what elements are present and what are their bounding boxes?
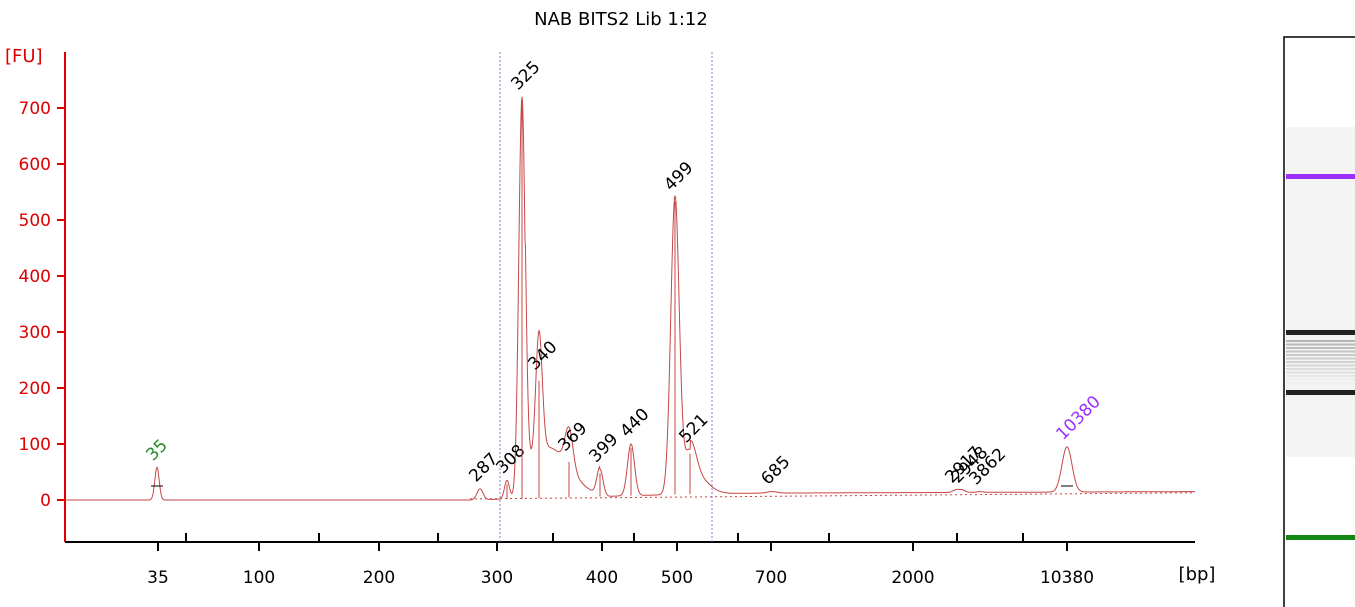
peak-label: 340	[524, 337, 561, 374]
y-tick-label: 700	[19, 99, 51, 119]
gel-smear	[1286, 357, 1355, 360]
gel-smear	[1286, 361, 1355, 363]
gel-smear	[1286, 375, 1355, 377]
gel-smear	[1286, 350, 1355, 353]
electropherogram-trace	[65, 96, 1195, 501]
peak-label: 521	[675, 410, 712, 447]
chart-title: NAB BITS2 Lib 1:12	[534, 9, 708, 30]
y-tick-label: 600	[19, 155, 51, 175]
peak-label: 685	[757, 452, 794, 489]
lower-marker-band	[1286, 535, 1355, 540]
peak-label: 10380	[1052, 392, 1104, 444]
y-tick-label: 400	[19, 267, 51, 287]
x-tick-label: 500	[661, 568, 693, 588]
peak-label: 35	[142, 436, 171, 465]
x-tick-label: 200	[363, 568, 395, 588]
gel-image	[1283, 36, 1355, 607]
y-tick-label: 300	[19, 323, 51, 343]
upper-marker-band	[1286, 174, 1355, 179]
gel-smear	[1286, 378, 1355, 381]
sample-band	[1286, 390, 1355, 395]
peak-label: 325	[507, 57, 544, 94]
gel-smear	[1286, 343, 1355, 346]
x-tick-label: 400	[586, 568, 618, 588]
y-tick-label: 200	[19, 379, 51, 399]
peak-label: 308	[492, 441, 529, 478]
gel-smear	[1286, 368, 1355, 370]
peak-label: 369	[554, 418, 591, 455]
x-tick-label: 2000	[891, 568, 934, 588]
x-tick-label: 300	[481, 568, 513, 588]
gel-smear	[1286, 385, 1355, 388]
gel-smear	[1286, 382, 1355, 384]
gel-smear	[1286, 347, 1355, 349]
peak-label: 399	[585, 430, 622, 467]
gel-smear	[1286, 371, 1355, 374]
gel-lane	[1286, 127, 1355, 457]
y-tick-label: 500	[19, 211, 51, 231]
x-axis-label: [bp]	[1179, 564, 1216, 585]
sample-band	[1286, 330, 1355, 335]
y-tick-label: 0	[40, 491, 51, 511]
x-tick-label: 35	[147, 568, 169, 588]
x-tick-label: 700	[755, 568, 787, 588]
gel-smear	[1286, 354, 1355, 356]
peak-label: 440	[616, 404, 653, 441]
peak-label: 499	[660, 158, 697, 195]
y-tick-label: 100	[19, 435, 51, 455]
x-tick-label: 10380	[1040, 568, 1094, 588]
gel-smear	[1286, 340, 1355, 342]
integration-baseline	[469, 492, 1196, 500]
y-axis-label: [FU]	[5, 46, 43, 67]
x-tick-label: 100	[243, 568, 275, 588]
gel-smear	[1286, 364, 1355, 367]
electropherogram-plot: 0 100 200 300 400 500 600 700 35 100 200 300 400 500 7…	[19, 52, 1196, 588]
